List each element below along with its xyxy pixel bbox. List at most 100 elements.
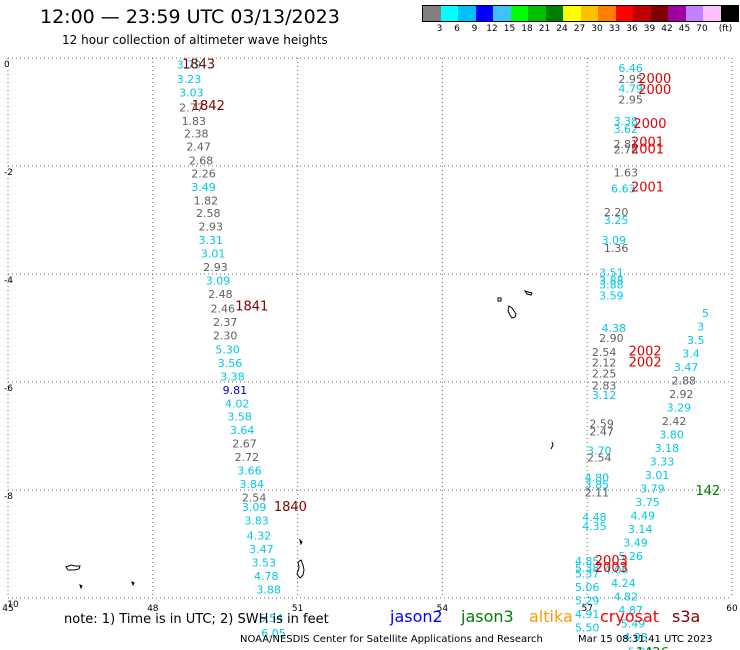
legend-label: s3a: [672, 607, 701, 626]
wave-height-reading: 4.35: [582, 520, 607, 533]
color-swatch: [475, 6, 493, 21]
color-swatch: [510, 6, 528, 21]
x-tick-label: 45: [2, 604, 13, 614]
wave-height-reading: 2.72: [235, 451, 260, 464]
pass-time-label: 1841: [235, 299, 268, 314]
pass-time-label: 1426: [636, 646, 669, 650]
wave-height-reading: 3.88: [256, 583, 281, 596]
x-tick-label: 54: [437, 604, 449, 614]
wave-height-reading: 2.90: [599, 332, 624, 345]
color-swatch: [440, 6, 458, 21]
island-shape: [65, 564, 81, 571]
wave-height-reading: 3.5: [687, 334, 705, 347]
wave-height-reading: 5.50: [575, 622, 600, 635]
wave-height-reading: 5.29: [575, 595, 600, 608]
wave-height-reading: 3.38: [220, 371, 245, 384]
wave-height-reading: 1.82: [194, 194, 219, 207]
generated-timestamp: Mar 15 08:31:41 UTC 2023: [578, 634, 713, 645]
color-swatch: [493, 6, 511, 21]
wave-height-reading: 2.67: [232, 437, 257, 450]
wave-height-reading: 6.46: [618, 62, 643, 75]
wave-height-reading: 3.75: [635, 496, 660, 509]
island-shape: [296, 559, 305, 579]
wave-height-reading: 1.83: [182, 115, 207, 128]
wave-height-reading: 3.59: [599, 290, 624, 303]
wave-height-reading: 2.26: [191, 167, 216, 180]
satellite-legend-4: s3a: [672, 607, 700, 626]
island-shape: [79, 584, 83, 590]
island-shape: [550, 441, 554, 450]
color-swatch: [615, 6, 633, 21]
pass-time-label: 2000: [638, 72, 671, 87]
wave-height-reading: 3.25: [604, 214, 629, 227]
wave-height-reading: 3.47: [249, 543, 274, 556]
wave-height-reading: 2.83: [592, 380, 617, 393]
y-tick-label: -4: [4, 276, 13, 286]
credit-line: NOAA/NESDIS Center for Satellite Applica…: [240, 634, 543, 645]
island-shape: [507, 305, 517, 319]
color-swatch: [650, 6, 668, 21]
wave-height-reading: 3.01: [201, 247, 226, 260]
wave-height-reading: 2.54: [587, 452, 612, 465]
pass-time-label: 1842: [192, 99, 225, 114]
wave-height-reading: 4.91: [575, 608, 600, 621]
wave-height-reading: 3.66: [237, 464, 262, 477]
wave-height-reading: 2.54: [242, 491, 267, 504]
pass-time-label: 2000: [633, 117, 666, 132]
wave-height-reading: 5.49: [621, 617, 646, 630]
wave-height-reading: 2.81: [614, 138, 639, 151]
wave-height-reading: 2.11: [585, 487, 610, 500]
pass-time-label: 2003: [595, 554, 628, 569]
legend-label: jason3: [461, 607, 514, 626]
wave-height-reading: 3.62: [614, 123, 639, 136]
wave-height-readings: 3.793.233.032.771.832.382.472.682.263.49…: [177, 58, 709, 650]
wave-height-reading: 3.4: [682, 347, 700, 360]
pass-time-label: 2002: [629, 355, 662, 370]
wave-height-reading: 4.87: [618, 604, 643, 617]
wave-height-reading: 3.64: [230, 424, 255, 437]
color-scale-label: 27: [573, 24, 586, 34]
pass-time-label: 2000: [638, 83, 671, 98]
wave-height-reading: 4.98: [623, 631, 648, 644]
color-swatch: [703, 6, 721, 21]
wave-height-reading: 2.30: [213, 329, 238, 342]
wave-height-reading: 5.30: [215, 344, 240, 357]
color-scale-label: 39: [643, 24, 656, 34]
wave-height-reading: 2.77: [179, 102, 204, 115]
wave-height-reading: 2.20: [604, 206, 629, 219]
pass-time-label: 2001: [631, 136, 664, 151]
wave-height-reading: 3.18: [655, 442, 680, 455]
wave-height-reading: 5.26: [618, 550, 643, 563]
wave-height-reading: 3.33: [650, 455, 675, 468]
legend-label: cryosat: [600, 607, 660, 626]
wave-height-reading: 2.92: [669, 388, 694, 401]
color-swatch: [545, 6, 563, 21]
y-tick-label: -2: [4, 168, 13, 178]
x-tick-label: 51: [292, 604, 303, 614]
color-swatch: [685, 6, 703, 21]
wave-height-reading: 4.02: [225, 398, 250, 411]
wave-height-reading: 2.54: [592, 346, 617, 359]
color-scale-label: 12: [486, 24, 498, 34]
wave-height-reading: 3.84: [239, 478, 264, 491]
color-scale: 3 6 9 12 15 18 21 24 27 30 33 36 39 42 45 70 (ft): [422, 5, 739, 36]
wave-height-reading: 2.59: [589, 418, 614, 431]
wave-height-reading: 2.78: [614, 144, 639, 157]
color-swatch: [720, 6, 738, 21]
wave-height-reading: 4.06: [604, 563, 629, 576]
wave-height-reading: 9.81: [223, 384, 248, 397]
wave-height-reading: 5: [702, 307, 709, 320]
wave-height-reading: 2.58: [196, 207, 221, 220]
wave-height-reading: 3.58: [227, 410, 252, 423]
wave-height-reading: 3.49: [623, 536, 648, 549]
y-tick-label: -6: [4, 384, 13, 394]
color-scale-label: 15: [503, 24, 516, 34]
color-scale-label: 6: [454, 24, 460, 34]
pass-time-label: 1843: [182, 57, 215, 72]
wave-height-reading: 3.88: [599, 274, 624, 287]
wave-height-reading: 3.79: [177, 58, 202, 71]
wave-height-reading: 5.06: [575, 581, 600, 594]
color-scale-label: (ft): [718, 24, 733, 34]
island-shape: [131, 581, 135, 587]
